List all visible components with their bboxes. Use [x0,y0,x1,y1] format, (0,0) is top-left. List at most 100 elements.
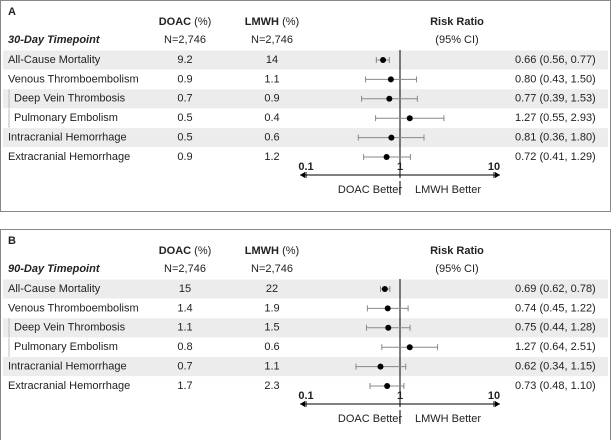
cell-value: 0.6 [264,132,279,144]
cell-value: 1.1 [264,361,279,373]
x-tick-label: 1 [397,390,403,402]
ci-label: 0.81 (0.36, 1.80) [515,132,596,144]
outcome-label: Pulmonary Embolism [14,341,118,353]
point-estimate [381,286,388,292]
cell-value: 1.5 [264,322,279,334]
x-tick-label: 10 [488,390,500,402]
column-header: DOAC (%) [159,16,212,28]
value-header: Risk Ratio [430,245,484,257]
x-tick-label: 0.1 [298,161,313,173]
column-unit: (%) [282,245,299,257]
cell-value: 1.4 [177,302,192,314]
cell-value: 1.2 [264,151,279,163]
column-n: N=2,746 [164,263,206,275]
row-shade [3,279,608,299]
direction-label: DOAC Better [338,413,403,425]
cell-value: 1.1 [264,73,279,85]
panel-label: A [8,6,16,18]
panel-label: B [8,235,16,247]
timepoint: 90-Day Timepoint [8,263,101,275]
value-subheader: (95% CI) [435,263,478,275]
column-n: N=2,746 [251,34,293,46]
outcome-label: Venous Thromboembolism [8,73,139,85]
outcome-label: All-Cause Mortality [8,283,101,295]
cell-value: 1.9 [264,302,279,314]
ci-label: 0.62 (0.34, 1.15) [515,361,596,373]
outcome-label: Deep Vein Thrombosis [14,93,126,105]
cell-value: 0.8 [177,341,192,353]
ci-label: 0.73 (0.48, 1.10) [515,380,596,392]
ci-label: 0.66 (0.56, 0.77) [515,54,596,66]
point-estimate [384,305,391,312]
cell-value: 15 [179,283,191,295]
row-shade [3,50,608,70]
column-name: DOAC [159,16,191,28]
cell-value: 22 [266,283,278,295]
column-header: DOAC (%) [159,245,212,257]
x-tick-label: 1 [397,161,403,173]
column-name: LMWH [245,245,279,257]
point-estimate [386,95,393,102]
row-shade [3,128,608,148]
column-name: LMWH [245,16,279,28]
ci-label: 0.77 (0.39, 1.53) [515,93,596,105]
column-name: DOAC [159,245,191,257]
direction-label: LMWH Better [415,184,481,196]
row-shade [3,89,608,109]
outcome-label: Intracranial Hemorrhage [8,361,127,373]
direction-label: LMWH Better [415,413,481,425]
cell-value: 14 [266,54,278,66]
column-unit: (%) [194,245,211,257]
row-shade [3,318,608,338]
cell-value: 0.9 [177,151,192,163]
cell-value: 0.4 [264,112,279,124]
cell-value: 0.5 [177,132,192,144]
column-unit: (%) [194,16,211,28]
point-estimate [380,57,387,63]
value-subheader: (95% CI) [435,34,478,46]
ci-label: 0.69 (0.62, 0.78) [515,283,596,295]
point-estimate [387,76,394,83]
column-n: N=2,746 [164,34,206,46]
timepoint: 30-Day Timepoint [8,34,101,46]
cell-value: 0.7 [177,361,192,373]
point-estimate [384,383,391,389]
point-estimate [377,363,384,370]
column-unit: (%) [282,16,299,28]
column-n: N=2,746 [251,263,293,275]
ci-label: 0.80 (0.43, 1.50) [515,73,596,85]
point-estimate [383,154,390,160]
x-tick-label: 10 [488,161,500,173]
cell-value: 2.3 [264,380,279,392]
ci-label: 1.27 (0.55, 2.93) [515,112,596,124]
direction-label: DOAC Better [338,184,403,196]
cell-value: 0.9 [264,93,279,105]
value-header: Risk Ratio [430,16,484,28]
point-estimate [406,115,413,122]
cell-value: 0.5 [177,112,192,124]
outcome-label: Venous Thromboembolism [8,302,139,314]
outcome-label: Extracranial Hemorrhage [8,380,130,392]
point-estimate [406,344,413,351]
point-estimate [385,324,392,331]
cell-value: 1.1 [177,322,192,334]
x-tick-label: 0.1 [298,390,313,402]
column-header: LMWH (%) [245,245,299,257]
outcome-label: All-Cause Mortality [8,54,101,66]
ci-label: 1.27 (0.64, 2.51) [515,341,596,353]
cell-value: 1.7 [177,380,192,392]
cell-value: 9.2 [177,54,192,66]
ci-label: 0.74 (0.45, 1.22) [515,302,596,314]
cell-value: 0.7 [177,93,192,105]
point-estimate [388,134,395,141]
cell-value: 0.9 [177,73,192,85]
outcome-label: Intracranial Hemorrhage [8,132,127,144]
outcome-label: Extracranial Hemorrhage [8,151,130,163]
outcome-label: Deep Vein Thrombosis [14,322,126,334]
cell-value: 0.6 [264,341,279,353]
ci-label: 0.75 (0.44, 1.28) [515,322,596,334]
column-header: LMWH (%) [245,16,299,28]
ci-label: 0.72 (0.41, 1.29) [515,151,596,163]
row-shade [3,357,608,377]
